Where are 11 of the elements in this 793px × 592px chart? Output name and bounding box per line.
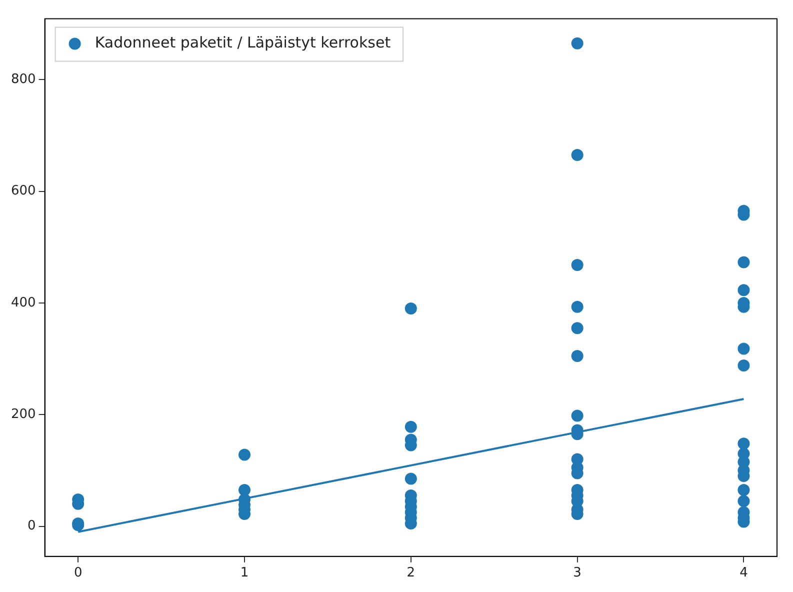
y-tick-label: 800 — [10, 72, 36, 88]
x-tick-label: 1 — [240, 566, 249, 581]
x-tick-label: 4 — [740, 566, 748, 581]
x-tick-label: 3 — [573, 566, 582, 581]
x-tick-label: 0 — [74, 566, 82, 581]
y-tick-label: 200 — [10, 406, 36, 422]
y-tick-label: 0 — [28, 518, 36, 534]
y-tick-label: 400 — [10, 295, 36, 310]
x-tick-label: 2 — [406, 566, 416, 581]
y-tick-label: 600 — [10, 184, 36, 199]
legend-label: Kadonneet paketit / Läpäistyt kerrokset — [94, 34, 391, 52]
